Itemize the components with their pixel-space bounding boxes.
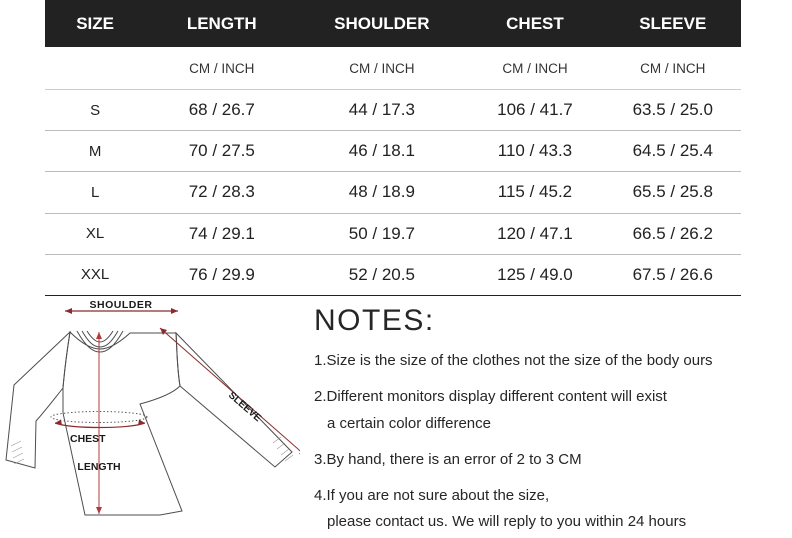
svg-text:SLEEVE: SLEEVE — [226, 390, 263, 424]
svg-text:LENGTH: LENGTH — [77, 461, 120, 473]
svg-text:SHOULDER: SHOULDER — [90, 299, 153, 311]
svg-text:CHEST: CHEST — [70, 433, 106, 445]
